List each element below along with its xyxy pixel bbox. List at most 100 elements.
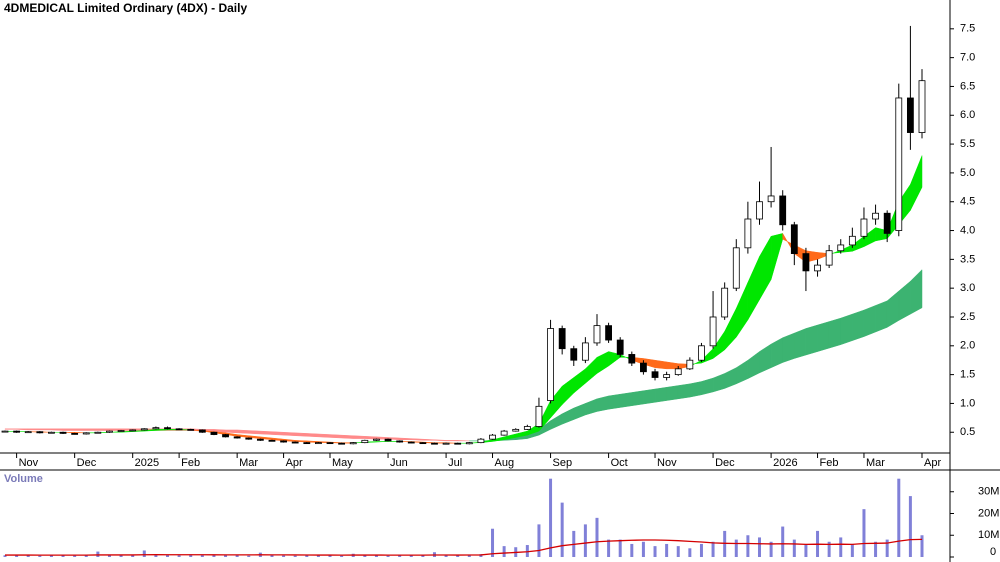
volume-bar (96, 551, 100, 557)
candle-body (454, 442, 462, 445)
ribbon-segment (782, 332, 795, 363)
candle-body (256, 438, 264, 441)
candle-body (59, 431, 67, 434)
y-tick-label: 30M (978, 486, 999, 498)
ribbon-segment (294, 432, 308, 437)
candle-body (732, 247, 740, 289)
volume-bar (340, 555, 344, 557)
ribbon-segment (770, 337, 783, 369)
candle-body (349, 442, 357, 445)
candle-body (419, 442, 427, 445)
ribbon-segment (770, 233, 783, 280)
ribbon-segment (677, 383, 691, 400)
candle-body (198, 429, 206, 433)
volume-bar (166, 555, 170, 557)
y-tick-label: 1.5 (960, 369, 975, 381)
candle-body (616, 339, 624, 355)
candle-body (117, 430, 125, 432)
candle-body (512, 428, 520, 432)
candle-body (721, 287, 729, 318)
candle-body (883, 212, 891, 234)
ribbon-segment (689, 381, 702, 398)
candle-body (82, 432, 90, 435)
y-tick-label: 6.5 (960, 80, 975, 92)
volume-bar (131, 555, 135, 557)
candle-body (106, 430, 113, 433)
x-tick-label: Oct (611, 457, 628, 469)
candle-body (523, 426, 531, 430)
candle-body (767, 195, 775, 203)
candle-body (326, 442, 334, 445)
volume-bar (665, 543, 669, 557)
candle-body (1, 430, 9, 433)
candle-body (129, 429, 137, 432)
volume-bar (839, 537, 843, 557)
candle-body (802, 253, 810, 272)
y-tick-label: 4.0 (960, 224, 975, 236)
volume-bar (293, 555, 297, 557)
volume-bar (479, 554, 483, 557)
candle-body (790, 224, 798, 254)
volume-bar (804, 543, 808, 557)
x-tick-label: 2026 (773, 457, 797, 469)
volume-bar (502, 546, 506, 557)
ribbon-segment (619, 392, 633, 408)
candle-body (477, 438, 485, 444)
volume-bar (746, 535, 750, 557)
candle-body (384, 438, 392, 442)
volume-bar (189, 554, 193, 557)
volume-bar (386, 555, 390, 557)
ribbon-segment (561, 407, 575, 425)
volume-bar (769, 541, 773, 557)
ribbon-segment (759, 343, 772, 374)
candle-body (918, 80, 926, 133)
candle-body (698, 345, 705, 361)
candle-body (744, 218, 752, 249)
volume-bar (73, 555, 77, 557)
volume-bar (467, 554, 471, 557)
ribbon-segment (654, 359, 667, 370)
ribbon-segment (817, 321, 830, 352)
ribbon-segment (910, 155, 923, 211)
volume-bar (363, 555, 367, 557)
ribbon-segment (747, 256, 760, 321)
volume-bar (781, 526, 785, 557)
ribbon-segment (712, 373, 725, 393)
candle-body (71, 433, 79, 435)
candle-body (570, 348, 578, 361)
candle-body (24, 431, 32, 434)
candle-body (709, 316, 717, 347)
ribbon-segment (4, 428, 17, 430)
ribbon-segment (283, 431, 296, 436)
ribbon-segment (805, 324, 818, 356)
candle-body (373, 438, 380, 441)
candle-body (535, 405, 543, 427)
ribbon-segment (654, 387, 667, 403)
volume-bar (154, 554, 158, 557)
volume-bar (537, 524, 541, 557)
volume-bar (607, 539, 611, 557)
candle-body (674, 368, 682, 376)
ribbon-segment (51, 428, 64, 431)
ribbon-segment (573, 403, 586, 420)
ribbon-segment (248, 430, 261, 435)
ribbon-segment (886, 290, 900, 328)
candle-body (651, 371, 659, 378)
ribbon-segment (585, 398, 598, 416)
ribbon-segment (341, 434, 354, 439)
volume-bar (142, 550, 146, 557)
y-tick-label: 2.5 (960, 311, 975, 323)
x-tick-label: Apr (924, 457, 941, 469)
x-tick-label: Dec (77, 457, 97, 469)
x-tick-label: Jun (390, 457, 408, 469)
volume-bar (409, 555, 413, 557)
candle-body (465, 442, 473, 445)
volume-bar (107, 555, 111, 557)
candle-body (640, 362, 647, 373)
volume-bar (38, 555, 42, 557)
volume-bar (723, 530, 727, 557)
volume-bar (757, 537, 761, 557)
volume-bar (897, 478, 901, 557)
volume-bar (444, 555, 448, 557)
